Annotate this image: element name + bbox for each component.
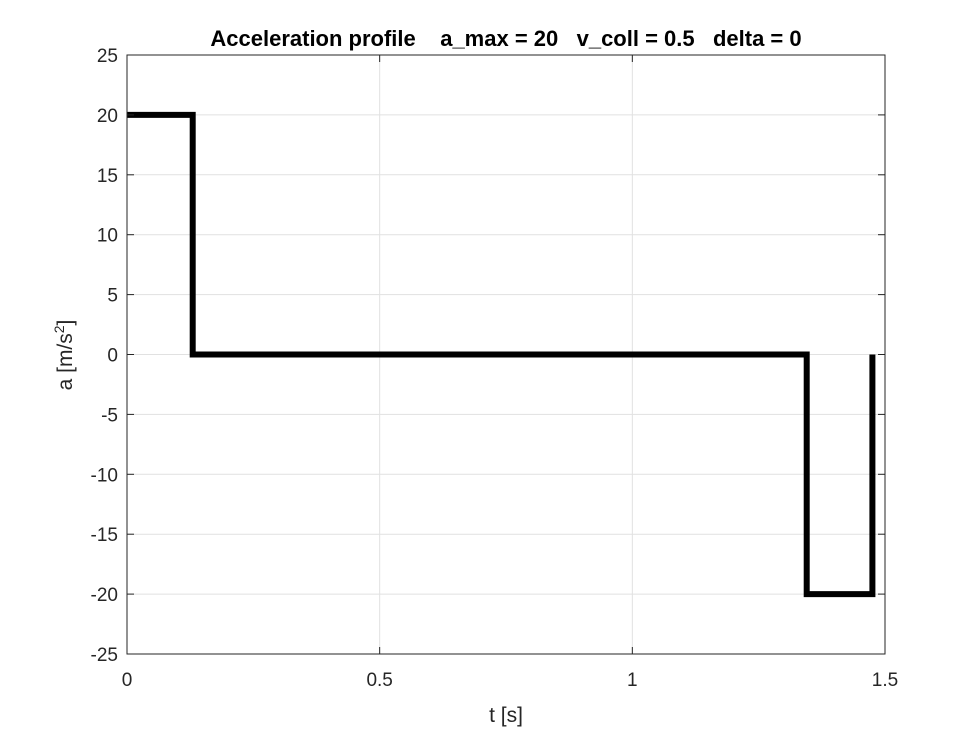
x-tick-label: 0 (122, 670, 133, 691)
x-tick-label: 0.5 (366, 670, 392, 691)
x-tick-label: 1.5 (872, 670, 898, 691)
chart-title: Acceleration profile a_max = 20 v_coll =… (210, 26, 801, 51)
series-line (127, 111, 876, 598)
y-axis-title-end: ] (54, 320, 77, 326)
y-tick-label: -10 (91, 465, 118, 486)
y-axis-title-superscript: 2 (51, 325, 67, 333)
y-tick-label: -20 (91, 585, 118, 606)
y-tick-label: 25 (97, 46, 118, 67)
y-tick-label: 10 (97, 226, 118, 247)
series-layer (127, 111, 876, 598)
x-axis-title: t [s] (489, 704, 523, 727)
y-axis-title: a [m/s2] (51, 320, 77, 391)
x-tick-label: 1 (627, 670, 638, 691)
y-tick-label: 0 (107, 346, 118, 367)
y-axis-title-main: a [m/s (54, 333, 77, 390)
y-tick-label: 20 (97, 106, 118, 127)
x-tick-labels: 0 0.5 1 1.5 (122, 670, 899, 691)
y-tick-label: -25 (91, 645, 118, 666)
y-tick-labels: 25 20 15 10 5 0 -5 -10 -15 -20 -25 (91, 46, 118, 666)
y-tick-label: -5 (101, 405, 118, 426)
y-tick-label: -15 (91, 525, 118, 546)
y-tick-label: 15 (97, 166, 118, 187)
ticks-layer (126, 54, 886, 655)
y-tick-label: 5 (107, 286, 118, 307)
